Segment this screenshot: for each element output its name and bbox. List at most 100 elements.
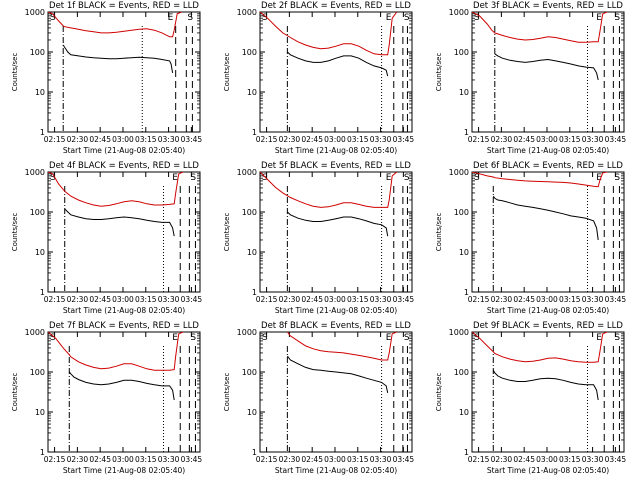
x-tick-label: 02:15 [256,455,278,464]
x-tick-label: 03:00 [536,135,558,144]
corner-label-s: S [474,333,480,343]
y-axis-label: Counts/sec [435,53,443,92]
x-tick-label: 03:30 [582,135,604,144]
x-tick-label: 03:15 [347,135,369,144]
y-tick-label: 10 [35,88,45,97]
corner-label-s: S [262,333,268,343]
x-tick-label: 02:30 [279,135,301,144]
x-tick-label: 03:45 [393,455,415,464]
corner-label-e: E [386,173,392,183]
x-tick-label: 03:45 [605,295,627,304]
y-tick-label: 1 [40,448,45,457]
x-tick-label: 02:45 [89,295,111,304]
y-axis-label: Counts/sec [11,213,19,252]
y-axis-label: Counts/sec [223,53,231,92]
detector-panel-2: Det 2f BLACK = Events, RED = LLD 1 10 100 10… [223,1,414,155]
x-tick-label: 03:45 [181,295,203,304]
x-tick-label: 02:45 [301,295,323,304]
x-tick-label: 03:30 [582,455,604,464]
detector-panel-8: Det 8f BLACK = Events, RED = LLD 1 10 100 10… [223,321,414,475]
x-axis-label: Start Time (21-Aug-08 02:05:40) [487,146,609,155]
x-tick-label: 02:15 [468,295,490,304]
plot-frame [47,331,201,453]
panel-title: Det 6f BLACK = Events, RED = LLD [473,161,623,171]
corner-label-s: S [50,333,56,343]
x-tick-label: 02:30 [279,455,301,464]
x-tick-label: 03:15 [135,455,157,464]
corner-label-s: S [474,173,480,183]
x-tick-label: 03:00 [324,295,346,304]
series-line-events [62,44,174,73]
y-tick-label: 10 [459,88,469,97]
x-axis-label: Start Time (21-Aug-08 02:05:40) [275,306,397,315]
corner-label-e: E [386,13,392,23]
corner-label-s2: S [614,333,620,343]
series-line-lld [48,12,182,38]
corner-label-s2: S [404,333,410,343]
y-axis-label: Counts/sec [11,53,19,92]
x-tick-label: 03:45 [605,455,627,464]
y-tick-label: 100 [242,48,257,57]
x-axis-label: Start Time (21-Aug-08 02:05:40) [487,466,609,475]
y-tick-label: 1000 [25,328,45,337]
corner-label-s2: S [614,173,620,183]
corner-label-s: S [262,13,268,23]
x-tick-label: 02:15 [468,455,490,464]
corner-label-s: S [50,13,56,23]
y-tick-label: 1 [252,288,257,297]
x-tick-label: 02:30 [67,135,89,144]
x-tick-label: 02:15 [44,135,66,144]
y-tick-label: 1 [252,128,257,137]
x-tick-label: 03:00 [324,135,346,144]
x-tick-label: 03:15 [135,295,157,304]
y-tick-label: 1000 [449,8,469,17]
x-axis-label: Start Time (21-Aug-08 02:05:40) [63,306,185,315]
y-tick-label: 100 [30,48,45,57]
series-line-lld [472,332,608,363]
y-tick-label: 100 [454,208,469,217]
y-tick-label: 1000 [449,328,469,337]
corner-label-s: S [50,173,56,183]
x-tick-label: 02:30 [67,295,89,304]
x-tick-label: 02:45 [513,135,535,144]
x-tick-label: 03:00 [324,455,346,464]
x-tick-label: 03:15 [347,455,369,464]
x-tick-label: 02:45 [301,455,323,464]
series-line-events [68,371,175,401]
panel-title: Det 3f BLACK = Events, RED = LLD [473,1,623,11]
plot-frame [471,171,625,293]
corner-label-s2: S [187,13,193,23]
x-tick-label: 02:30 [491,295,513,304]
detector-panel-9: Det 9f BLACK = Events, RED = LLD 1 10 100 10… [435,321,626,475]
x-tick-label: 02:45 [89,135,111,144]
x-tick-label: 03:15 [559,295,581,304]
detector-panel-6: Det 6f BLACK = Events, RED = LLD 1 10 100 10… [435,161,626,315]
corner-label-e: E [596,13,602,23]
x-tick-label: 02:15 [256,135,278,144]
y-tick-label: 100 [30,368,45,377]
detector-panel-4: Det 4f BLACK = Events, RED = LLD 1 10 100 10… [11,161,202,315]
x-tick-label: 03:00 [112,135,134,144]
y-tick-label: 100 [454,368,469,377]
y-axis-label: Counts/sec [435,213,443,252]
x-tick-label: 02:45 [301,135,323,144]
x-axis-label: Start Time (21-Aug-08 02:05:40) [63,146,185,155]
plot-frame [259,11,413,133]
y-tick-label: 100 [242,368,257,377]
corner-label-e: E [596,333,602,343]
panel-title: Det 7f BLACK = Events, RED = LLD [49,321,199,331]
series-line-events [64,208,175,237]
corner-label-s: S [262,173,268,183]
series-line-events [492,370,599,401]
series-line-events [494,53,599,81]
plot-frame [47,171,201,293]
x-axis-label: Start Time (21-Aug-08 02:05:40) [275,466,397,475]
panel-title: Det 8f BLACK = Events, RED = LLD [261,321,411,331]
detector-panel-3: Det 3f BLACK = Events, RED = LLD 1 10 100 10… [435,1,626,155]
corner-label-e: E [386,333,392,343]
series-line-lld [287,332,397,361]
corner-label-e: E [596,173,602,183]
y-tick-label: 1 [40,128,45,137]
x-tick-label: 03:15 [135,135,157,144]
y-tick-label: 1 [40,288,45,297]
